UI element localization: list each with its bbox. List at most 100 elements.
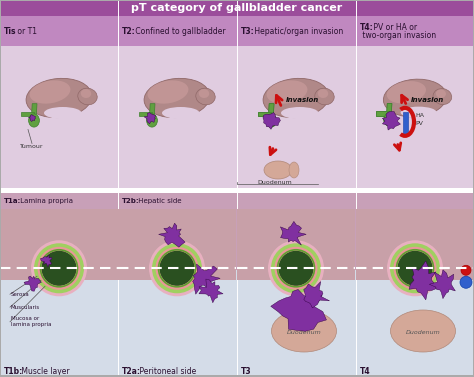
Ellipse shape xyxy=(289,162,299,178)
Ellipse shape xyxy=(436,89,446,98)
Polygon shape xyxy=(387,103,392,114)
Text: T2a:: T2a: xyxy=(122,366,141,375)
Ellipse shape xyxy=(42,251,76,286)
Text: T4:: T4: xyxy=(360,23,374,32)
Ellipse shape xyxy=(26,78,92,118)
Text: Mucosa or
lamina propria: Mucosa or lamina propria xyxy=(11,316,52,327)
Text: T1b:: T1b: xyxy=(4,366,23,375)
Ellipse shape xyxy=(387,81,426,103)
Bar xyxy=(258,112,271,116)
Ellipse shape xyxy=(266,80,308,104)
Bar xyxy=(376,111,389,116)
Bar xyxy=(258,112,271,116)
Ellipse shape xyxy=(37,247,81,290)
Text: Invasion: Invasion xyxy=(286,97,319,103)
Polygon shape xyxy=(150,104,155,115)
Ellipse shape xyxy=(318,89,328,98)
Text: pT category of gallbladder cancer: pT category of gallbladder cancer xyxy=(131,3,343,13)
Ellipse shape xyxy=(272,310,337,352)
Polygon shape xyxy=(429,270,456,299)
Ellipse shape xyxy=(78,88,97,105)
Ellipse shape xyxy=(199,89,209,98)
Ellipse shape xyxy=(383,79,447,117)
Ellipse shape xyxy=(274,247,318,290)
Bar xyxy=(356,209,474,280)
Polygon shape xyxy=(28,115,36,121)
Text: T1a:: T1a: xyxy=(4,198,21,204)
Text: Serosa: Serosa xyxy=(11,292,30,297)
Ellipse shape xyxy=(146,114,157,127)
Text: or T1: or T1 xyxy=(15,26,37,35)
Polygon shape xyxy=(159,223,185,247)
Bar xyxy=(0,270,474,377)
Ellipse shape xyxy=(268,240,324,296)
Text: Duodenum: Duodenum xyxy=(406,331,440,336)
Polygon shape xyxy=(269,104,274,115)
Text: T2b:: T2b: xyxy=(122,198,140,204)
Polygon shape xyxy=(144,113,155,124)
Polygon shape xyxy=(263,112,281,129)
Text: HA: HA xyxy=(415,113,424,118)
Text: PV or HA or: PV or HA or xyxy=(371,23,417,32)
Text: T3:: T3: xyxy=(241,26,255,35)
Ellipse shape xyxy=(29,80,71,104)
Polygon shape xyxy=(304,282,329,308)
Ellipse shape xyxy=(391,310,456,352)
Polygon shape xyxy=(199,279,223,303)
Text: T4: T4 xyxy=(360,366,371,375)
Ellipse shape xyxy=(384,113,394,126)
Ellipse shape xyxy=(398,251,432,286)
Ellipse shape xyxy=(34,243,84,293)
Text: Tis: Tis xyxy=(4,26,17,35)
Ellipse shape xyxy=(265,114,276,127)
Bar xyxy=(0,16,474,46)
Text: PV: PV xyxy=(415,121,423,126)
Bar xyxy=(21,112,34,116)
Ellipse shape xyxy=(81,89,91,98)
Ellipse shape xyxy=(390,243,440,293)
Ellipse shape xyxy=(271,243,321,293)
Ellipse shape xyxy=(149,240,205,296)
Text: Lamina propria: Lamina propria xyxy=(18,198,73,204)
Ellipse shape xyxy=(44,107,82,119)
Bar xyxy=(0,46,474,188)
Circle shape xyxy=(461,265,471,275)
Bar xyxy=(0,193,474,270)
Text: Hepatic/organ invasion: Hepatic/organ invasion xyxy=(252,26,343,35)
Text: Duodenum: Duodenum xyxy=(287,331,321,336)
Ellipse shape xyxy=(433,89,452,104)
Ellipse shape xyxy=(31,240,87,296)
Ellipse shape xyxy=(265,114,276,127)
Bar xyxy=(118,209,236,280)
Ellipse shape xyxy=(144,78,210,118)
Text: Peritoneal side: Peritoneal side xyxy=(137,366,196,375)
Text: Hepatic side: Hepatic side xyxy=(136,198,182,204)
Text: Muscle layer: Muscle layer xyxy=(19,366,70,375)
Polygon shape xyxy=(383,111,401,130)
Circle shape xyxy=(460,276,472,288)
Bar xyxy=(0,0,474,16)
Ellipse shape xyxy=(155,247,199,290)
Ellipse shape xyxy=(196,88,215,105)
Text: Duodenum: Duodenum xyxy=(257,179,292,184)
Ellipse shape xyxy=(159,251,194,286)
Ellipse shape xyxy=(279,251,313,286)
Bar xyxy=(403,112,408,134)
Bar xyxy=(473,0,474,377)
Text: Muscularis: Muscularis xyxy=(11,305,40,310)
Ellipse shape xyxy=(28,114,39,127)
Polygon shape xyxy=(409,261,436,300)
Polygon shape xyxy=(271,290,327,331)
Ellipse shape xyxy=(401,107,437,118)
Ellipse shape xyxy=(315,88,334,105)
Text: T2:: T2: xyxy=(122,26,136,35)
Polygon shape xyxy=(32,104,37,115)
Bar xyxy=(376,111,389,116)
Text: T3: T3 xyxy=(241,366,252,375)
Polygon shape xyxy=(281,221,306,245)
Polygon shape xyxy=(387,103,392,114)
Ellipse shape xyxy=(393,247,437,290)
Bar xyxy=(0,209,118,280)
Ellipse shape xyxy=(264,161,292,179)
Polygon shape xyxy=(24,276,41,291)
